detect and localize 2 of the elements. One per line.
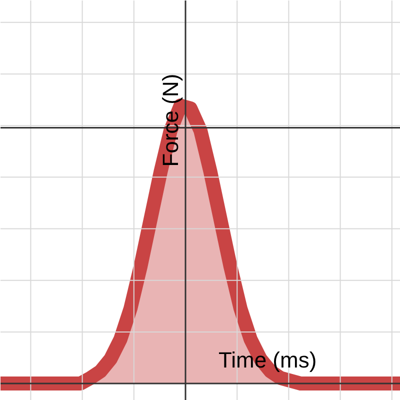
x-axis-title: Time (ms) [218, 347, 317, 372]
y-axis-title: Force (N) [158, 74, 183, 167]
